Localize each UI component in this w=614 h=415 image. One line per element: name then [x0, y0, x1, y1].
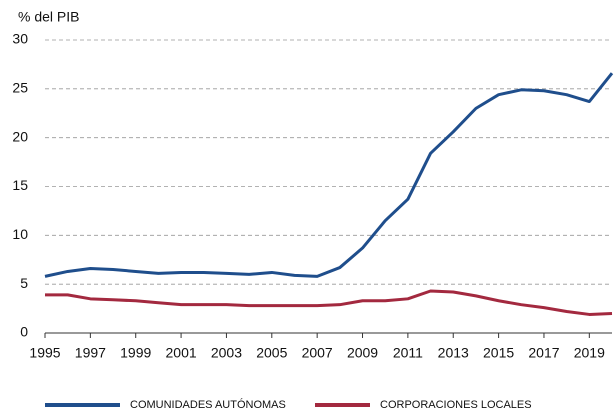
- x-tick-label: 2009: [347, 345, 378, 361]
- legend-label: COMUNIDADES AUTÓNOMAS: [130, 398, 286, 411]
- x-tick-label: 2005: [256, 345, 287, 361]
- legend-label: CORPORACIONES LOCALES: [380, 399, 532, 411]
- x-tick-label: 1997: [75, 345, 106, 361]
- x-tick-label: 2001: [166, 345, 197, 361]
- y-tick-label: 5: [20, 275, 28, 291]
- x-tick-label: 2015: [483, 345, 514, 361]
- y-tick-label: 30: [12, 31, 28, 47]
- x-tick-label: 2003: [211, 345, 242, 361]
- x-tick-label: 1999: [120, 345, 151, 361]
- x-tick-label: 2013: [438, 345, 469, 361]
- y-axis-label: % del PIB: [18, 9, 79, 25]
- x-tick-label: 2019: [574, 345, 605, 361]
- x-tick-label: 1995: [29, 345, 60, 361]
- y-tick-label: 15: [12, 177, 28, 193]
- y-tick-label: 20: [12, 128, 28, 144]
- x-tick-label: 2007: [302, 345, 333, 361]
- series-line: [44, 72, 614, 278]
- y-tick-label: 0: [20, 324, 28, 340]
- x-tick-label: 2017: [528, 345, 559, 361]
- x-tick-label: 2011: [393, 345, 423, 361]
- y-tick-label: 10: [12, 226, 28, 242]
- y-tick-label: 25: [12, 80, 28, 96]
- series-line: [45, 289, 613, 316]
